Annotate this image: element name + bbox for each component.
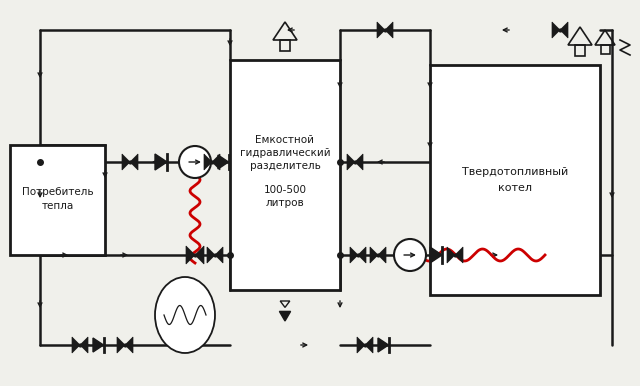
Polygon shape [215, 247, 223, 263]
Bar [10, 145, 105, 255]
Polygon shape [204, 154, 212, 170]
Circle shape [394, 239, 426, 271]
Text: литров: литров [266, 198, 305, 208]
Polygon shape [207, 247, 215, 263]
Bar [600, 45, 609, 54]
Bar [430, 65, 600, 295]
Polygon shape [560, 22, 568, 38]
Polygon shape [130, 154, 138, 170]
Polygon shape [117, 337, 125, 353]
Polygon shape [552, 22, 560, 38]
Text: гидравлический: гидравлический [240, 148, 330, 158]
Text: разделитель: разделитель [250, 161, 321, 171]
Polygon shape [358, 247, 366, 263]
Polygon shape [72, 337, 80, 353]
Polygon shape [355, 154, 363, 170]
Polygon shape [455, 247, 463, 263]
Text: тепла: тепла [42, 201, 74, 211]
Polygon shape [378, 338, 388, 352]
Polygon shape [125, 337, 133, 353]
Circle shape [179, 146, 211, 178]
Polygon shape [122, 154, 130, 170]
Text: Потребитель: Потребитель [22, 187, 93, 197]
Polygon shape [378, 247, 386, 263]
Bar [230, 60, 340, 290]
Polygon shape [357, 337, 365, 353]
Text: 100-500: 100-500 [264, 185, 307, 195]
Polygon shape [93, 338, 104, 352]
Polygon shape [350, 247, 358, 263]
Polygon shape [186, 246, 195, 264]
Polygon shape [377, 22, 385, 38]
Bar [575, 45, 586, 56]
Polygon shape [385, 22, 393, 38]
Polygon shape [218, 155, 228, 169]
Polygon shape [365, 337, 373, 353]
Text: Емкостной: Емкостной [255, 135, 314, 145]
Polygon shape [80, 337, 88, 353]
Polygon shape [195, 246, 204, 264]
Polygon shape [347, 154, 355, 170]
Polygon shape [430, 247, 442, 263]
Polygon shape [155, 154, 167, 170]
Text: Твердотопливный: Твердотопливный [462, 167, 568, 177]
Polygon shape [280, 312, 291, 321]
Ellipse shape [155, 277, 215, 353]
Polygon shape [370, 247, 378, 263]
Text: котел: котел [498, 183, 532, 193]
Polygon shape [447, 247, 455, 263]
Polygon shape [212, 154, 220, 170]
Bar [280, 40, 291, 51]
